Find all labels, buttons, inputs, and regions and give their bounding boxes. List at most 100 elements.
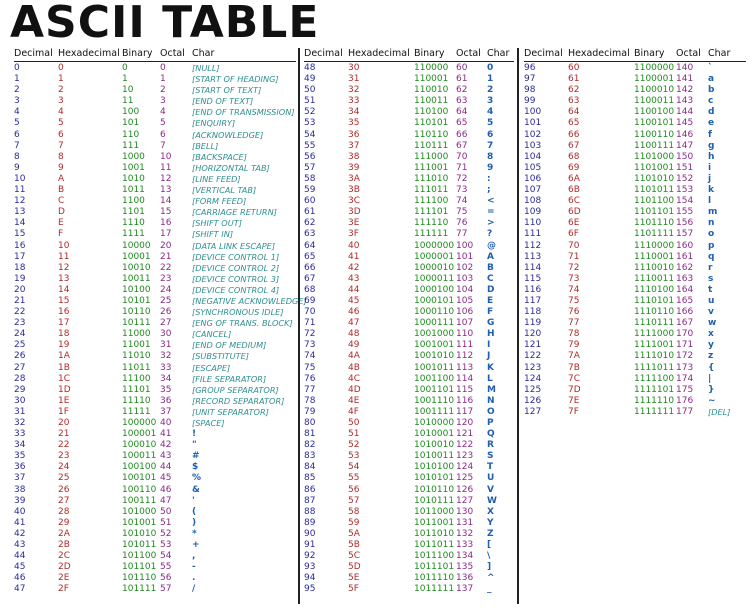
table-row: 54 36 110110 66 6 xyxy=(304,130,514,141)
octal-cell: 45 xyxy=(160,473,172,484)
char-cell: ` xyxy=(708,63,713,73)
char-cell: [END OF TEXT] xyxy=(192,96,254,107)
decimal-cell: 95 xyxy=(304,584,316,595)
binary-cell: 100101 xyxy=(122,473,157,484)
char-cell: [DEVICE CONTROL 3] xyxy=(192,273,280,284)
decimal-cell: 92 xyxy=(304,551,316,562)
hex-cell: 71 xyxy=(568,251,580,262)
binary-cell: 1101011 xyxy=(634,185,675,196)
table-row: 98 62 1100010 142 b xyxy=(524,85,746,96)
decimal-cell: 90 xyxy=(304,528,316,539)
table-row: 28 1C 11100 34 [FILE SEPARATOR] xyxy=(14,374,296,385)
hex-cell: 8 xyxy=(58,151,64,162)
table-row: 113 71 1110001 161 q xyxy=(524,252,746,263)
binary-cell: 1011011 xyxy=(414,540,455,551)
binary-cell: 100100 xyxy=(122,462,157,473)
octal-cell: 173 xyxy=(676,362,694,373)
header-octal: Octal xyxy=(160,48,185,59)
hex-cell: 1E xyxy=(58,395,70,406)
hex-cell: 50 xyxy=(348,418,360,428)
binary-cell: 1000011 xyxy=(414,273,455,284)
hex-cell: 46 xyxy=(348,307,360,318)
char-cell: ^ xyxy=(487,573,495,584)
table-row: 102 66 1100110 146 f xyxy=(524,130,746,141)
header-decimal: Decimal xyxy=(14,48,53,59)
table-row: 124 7C 1111100 174 | xyxy=(524,374,746,385)
hex-cell: 3B xyxy=(348,185,360,196)
octal-cell: 32 xyxy=(160,351,172,362)
octal-cell: 114 xyxy=(456,373,474,384)
binary-cell: 1001 xyxy=(122,162,145,173)
binary-cell: 1000111 xyxy=(414,318,455,329)
header-octal: Octal xyxy=(676,48,701,59)
char-cell: o xyxy=(708,229,715,240)
char-cell: 5 xyxy=(487,118,494,129)
table-row: 93 5D 1011101 135] xyxy=(304,562,514,573)
octal-cell: 63 xyxy=(456,96,468,107)
octal-cell: 0 xyxy=(160,63,166,73)
hex-cell: 2D xyxy=(58,562,71,573)
octal-cell: 71 xyxy=(456,162,468,173)
table-row: 5 5 101 5 [ENQUIRY] xyxy=(14,118,296,129)
hex-cell: 14 xyxy=(58,284,70,295)
decimal-cell: 74 xyxy=(304,351,316,362)
binary-cell: 1101110 xyxy=(634,218,675,229)
hex-cell: 1C xyxy=(58,373,71,384)
octal-cell: 26 xyxy=(160,307,172,318)
octal-cell: 44 xyxy=(160,462,172,473)
decimal-cell: 111 xyxy=(524,229,542,240)
decimal-cell: 72 xyxy=(304,329,316,340)
octal-cell: 37 xyxy=(160,406,172,417)
hex-cell: 1B xyxy=(58,362,70,373)
decimal-cell: 73 xyxy=(304,340,316,351)
binary-cell: 1110 xyxy=(122,218,145,229)
table-row: 101 65 1100101 145 e xyxy=(524,118,746,129)
decimal-cell: 112 xyxy=(524,240,542,251)
char-cell: R xyxy=(487,440,494,451)
char-cell: k xyxy=(708,185,714,196)
char-cell: E xyxy=(487,295,494,306)
binary-cell: 0 xyxy=(122,63,128,73)
hex-cell: 39 xyxy=(348,162,360,173)
octal-cell: 127 xyxy=(456,495,474,506)
char-cell: [END OF TRANSMISSION] xyxy=(192,107,295,118)
binary-cell: 1000010 xyxy=(414,262,455,273)
char-cell: # xyxy=(192,451,200,462)
hex-cell: 58 xyxy=(348,506,360,517)
octal-cell: 35 xyxy=(160,384,172,395)
hex-cell: 1 xyxy=(58,74,64,85)
hex-cell: 6F xyxy=(568,229,579,240)
hex-cell: 38 xyxy=(348,151,360,162)
table-row: 118 76 1110110 166 v xyxy=(524,307,746,318)
char-cell: - xyxy=(192,562,196,573)
decimal-cell: 28 xyxy=(14,373,26,384)
hex-cell: 25 xyxy=(58,473,70,484)
char-cell: 0 xyxy=(487,63,494,73)
table-row: 85 55 1010101 125 U xyxy=(304,473,514,484)
char-cell: I xyxy=(487,340,491,351)
table-row: 92 5C 1011100 134 \ xyxy=(304,551,514,562)
octal-cell: 31 xyxy=(160,340,172,351)
table-row: 41 29 101001 51) xyxy=(14,518,296,529)
char-cell: [UNIT SEPARATOR] xyxy=(192,406,269,417)
hex-cell: 75 xyxy=(568,295,580,306)
binary-cell: 100011 xyxy=(122,451,157,462)
decimal-cell: 40 xyxy=(14,506,26,517)
hex-cell: 10 xyxy=(58,240,70,251)
hex-cell: 2F xyxy=(58,584,69,595)
binary-cell: 1011111 xyxy=(414,584,455,595)
table-row: 71 47 1000111 107 G xyxy=(304,318,514,329)
binary-cell: 100010 xyxy=(122,440,157,451)
table-row: 120 78 1111000 170 x xyxy=(524,329,746,340)
decimal-cell: 109 xyxy=(524,207,542,218)
octal-cell: 62 xyxy=(456,85,468,96)
decimal-cell: 43 xyxy=(14,540,26,551)
hex-cell: 30 xyxy=(348,63,360,73)
binary-cell: 11011 xyxy=(122,362,151,373)
octal-cell: 155 xyxy=(676,207,694,218)
decimal-cell: 79 xyxy=(304,406,316,417)
octal-cell: 64 xyxy=(456,107,468,118)
binary-cell: 1110000 xyxy=(634,240,675,251)
table-row: 112 70 1110000 160 p xyxy=(524,241,746,252)
decimal-cell: 97 xyxy=(524,74,536,85)
